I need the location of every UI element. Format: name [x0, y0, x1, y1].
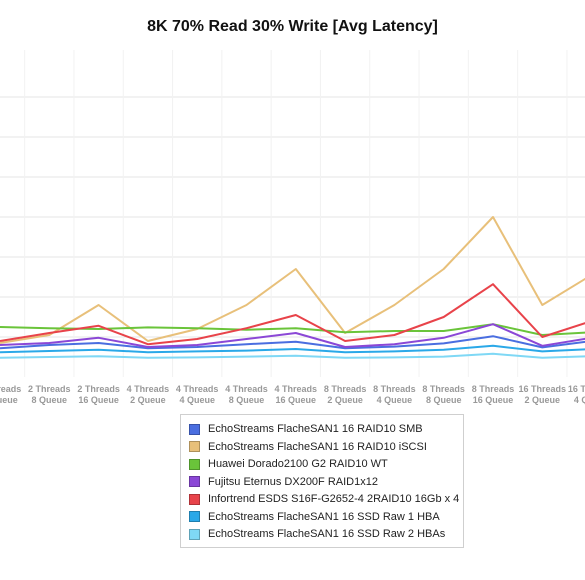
- legend-item: EchoStreams FlacheSAN1 16 RAID10 SMB: [189, 421, 423, 437]
- x-tick-label: 4 Threads 4 Queue: [176, 384, 219, 405]
- legend-label: EchoStreams FlacheSAN1 16 RAID10 SMB: [208, 423, 423, 435]
- legend-label: EchoStreams FlacheSAN1 16 RAID10 iSCSI: [208, 440, 427, 453]
- grid-lines: [0, 50, 585, 377]
- legend-swatch: [189, 528, 200, 540]
- legend-swatch: [189, 423, 200, 435]
- series-lines: [0, 216, 585, 359]
- series-line-0: [0, 335, 585, 350]
- x-tick-label: 16 Threads 2 Queue: [519, 384, 567, 405]
- legend-swatch: [189, 458, 200, 470]
- legend-label: Infortrend ESDS S16F-G2652-4 2RAID10 16G…: [208, 493, 460, 505]
- x-tick-label: 4 Threads 2 Queue: [127, 384, 170, 405]
- series-line-5: [0, 344, 585, 354]
- series-line-6: [0, 352, 585, 359]
- x-tick-label: 4 Threads 16 Queue: [275, 384, 318, 405]
- legend-item: EchoStreams FlacheSAN1 16 SSD Raw 1 HBA: [189, 509, 440, 525]
- legend: EchoStreams FlacheSAN1 16 RAID10 SMB Echo…: [180, 414, 464, 548]
- legend-item: Huawei Dorado2100 G2 RAID10 WT: [189, 456, 388, 472]
- x-tick-label: 2 Threads 8 Queue: [28, 384, 71, 405]
- legend-label: Fujitsu Eternus DX200F RAID1x12: [208, 475, 378, 488]
- chart-title: 8K 70% Read 30% Write [Avg Latency]: [147, 18, 438, 35]
- x-tick-label: 8 Threads 4 Queue: [373, 384, 416, 405]
- legend-label: Huawei Dorado2100 G2 RAID10 WT: [208, 458, 388, 470]
- legend-swatch: [189, 441, 200, 452]
- legend-swatch: [189, 476, 200, 487]
- legend-item: Infortrend ESDS S16F-G2652-4 2RAID10 16G…: [189, 491, 459, 507]
- x-tick-label: 8 Threads 2 Queue: [324, 384, 367, 405]
- legend-item: Fujitsu Eternus DX200F RAID1x12: [189, 474, 378, 490]
- series-line-3: [0, 323, 585, 348]
- legend-label: EchoStreams FlacheSAN1 16 SSD Raw 1 HBA: [208, 510, 440, 523]
- legend-label: EchoStreams FlacheSAN1 16 SSD Raw 2 HBAs: [208, 528, 446, 540]
- x-tick-label: 4 Threads 8 Queue: [225, 384, 268, 405]
- legend-item: EchoStreams FlacheSAN1 16 SSD Raw 2 HBAs: [189, 526, 445, 542]
- legend-swatch: [189, 493, 200, 505]
- x-tick-label: 2 Threads 16 Queue: [77, 384, 120, 405]
- x-tick-label: 8 Threads 16 Queue: [472, 384, 515, 405]
- legend-item: EchoStreams FlacheSAN1 16 RAID10 iSCSI: [189, 439, 427, 455]
- x-tick-label: 8 Threads 8 Queue: [422, 384, 465, 405]
- series-line-4: [0, 283, 585, 346]
- legend-swatch: [189, 511, 200, 522]
- series-line-1: [0, 216, 585, 344]
